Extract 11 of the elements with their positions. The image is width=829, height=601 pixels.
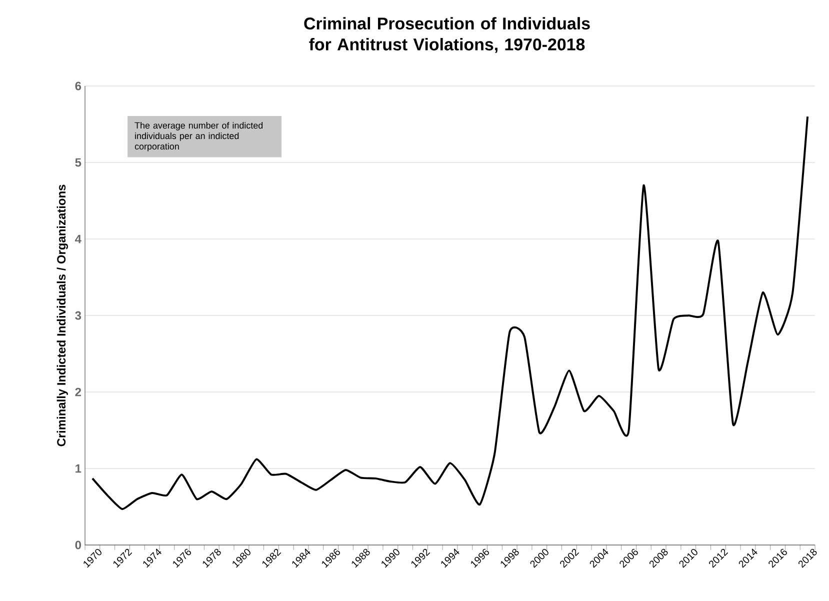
y-tick-label: 0 (75, 540, 81, 550)
y-tick-label: 4 (75, 234, 82, 244)
annotation: The average number of indicted individuals per an indicted corporation (134, 122, 263, 152)
y-tick-label: 3 (75, 311, 82, 320)
y-tick-label: 6 (75, 82, 82, 90)
y-tick-label: 5 (75, 158, 82, 167)
y-axis-title: Criminally Indicted Individuals / Organizations (56, 184, 68, 446)
y-tick-label: 2 (75, 388, 82, 396)
chart-title: Criminal Prosecution of Individuals for Antitrust Violations, 1970-2018 (304, 17, 590, 53)
y-tick-label: 1 (76, 464, 82, 473)
line-series (91, 116, 809, 510)
